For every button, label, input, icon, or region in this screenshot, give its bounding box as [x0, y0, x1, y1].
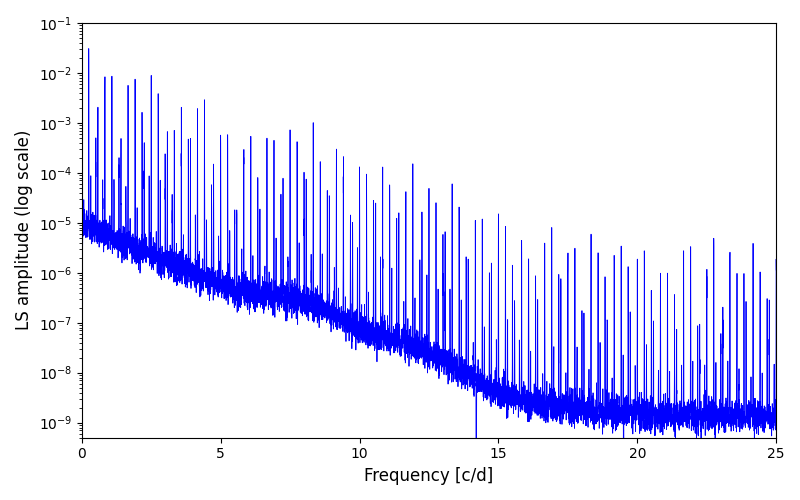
- X-axis label: Frequency [c/d]: Frequency [c/d]: [364, 467, 494, 485]
- Y-axis label: LS amplitude (log scale): LS amplitude (log scale): [15, 130, 33, 330]
